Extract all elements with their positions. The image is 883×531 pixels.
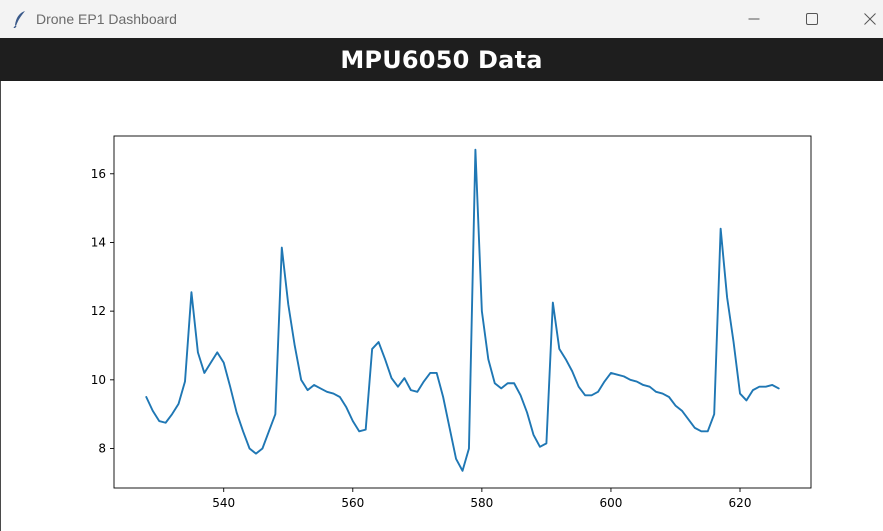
close-button[interactable] <box>846 0 883 38</box>
y-tick-label: 12 <box>91 304 106 318</box>
x-tick-label: 620 <box>729 496 752 510</box>
window-title: Drone EP1 Dashboard <box>36 11 177 27</box>
minimize-icon <box>748 10 760 29</box>
header-bar: MPU6050 Data <box>0 38 883 81</box>
feather-icon <box>10 9 30 29</box>
x-tick-label: 600 <box>599 496 622 510</box>
title-bar[interactable]: Drone EP1 Dashboard <box>0 0 883 38</box>
y-tick-label: 16 <box>91 167 106 181</box>
maximize-icon <box>806 10 818 29</box>
x-tick-label: 580 <box>470 496 493 510</box>
line-chart: 540 560 580 600 620 8 10 12 14 16 <box>91 135 812 510</box>
maximize-button[interactable] <box>788 0 836 38</box>
chart-container: 540 560 580 600 620 8 10 12 14 16 <box>0 81 883 531</box>
y-tick-label: 10 <box>91 373 106 387</box>
x-tick-label: 560 <box>341 496 364 510</box>
y-tick-label: 14 <box>91 235 106 249</box>
left-border <box>0 81 1 531</box>
axes-frame <box>113 135 812 489</box>
minimize-button[interactable] <box>730 0 778 38</box>
y-tick-label: 8 <box>98 442 106 456</box>
x-tick-label: 540 <box>212 496 235 510</box>
page-title: MPU6050 Data <box>340 45 543 74</box>
series-line-0 <box>145 148 780 472</box>
close-icon <box>864 10 876 29</box>
